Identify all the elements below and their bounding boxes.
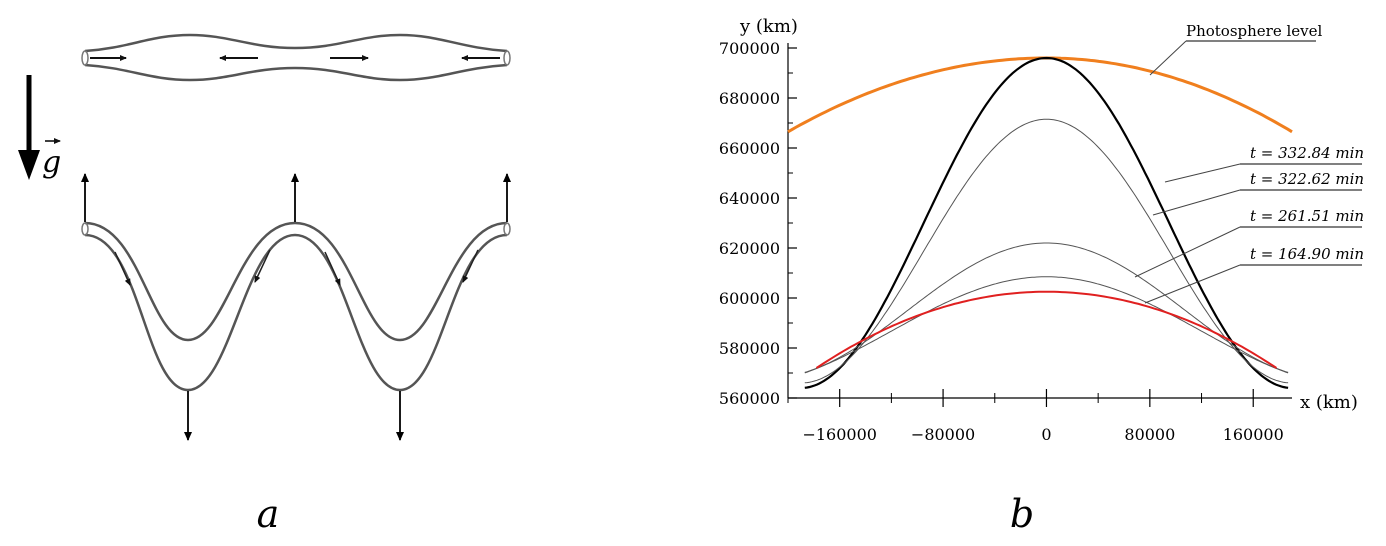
y-axis-title: y (km) <box>739 16 798 37</box>
x-tick-label: −80000 <box>911 425 975 444</box>
gravity-arrow: g <box>18 75 61 180</box>
y-tick-label: 600000 <box>719 289 780 308</box>
x-tick-label: 80000 <box>1124 425 1175 444</box>
gravity-symbol-text: g <box>42 145 61 180</box>
series-line-t-322-62-min <box>804 118 1289 384</box>
y-tick-label: 700000 <box>719 39 780 58</box>
plot-area: 560000 580000 600000 620000 640000 660000 6800… <box>719 39 1293 444</box>
series-line-t-261-51-min <box>804 242 1289 373</box>
panel-a: g a <box>18 33 511 536</box>
y-tick-label: 680000 <box>719 89 780 108</box>
y-tick-label: 560000 <box>719 389 780 408</box>
horizontal-flux-tube <box>81 33 511 82</box>
y-tick-label: 620000 <box>719 239 780 258</box>
series-line-initial <box>815 290 1278 369</box>
y-tick-label: 580000 <box>719 339 780 358</box>
y-tick-label: 660000 <box>719 139 780 158</box>
y-tick-label: 640000 <box>719 189 780 208</box>
x-tick-label: −160000 <box>802 425 876 444</box>
x-axis-title: x (km) <box>1300 392 1358 413</box>
series-line-t-164-90-min <box>804 276 1289 374</box>
series-line-t-332-84-min <box>804 56 1289 389</box>
panel-b: 560000 580000 600000 620000 640000 660000 6800… <box>719 16 1364 536</box>
photosphere-label: Photosphere level <box>1186 22 1323 40</box>
undular-flux-tube <box>81 173 511 441</box>
curve-label-2: t = 322.62 min <box>1250 170 1364 188</box>
series-line-photosphere-level <box>787 56 1293 134</box>
panel-b-label: b <box>1010 492 1034 536</box>
curve-label-3: t = 261.51 min <box>1250 207 1364 225</box>
x-tick-label: 160000 <box>1223 425 1284 444</box>
curve-label-4: t = 164.90 min <box>1250 245 1364 263</box>
panel-a-label: a <box>257 492 280 536</box>
curve-label-1: t = 332.84 min <box>1250 144 1364 162</box>
x-tick-label: 0 <box>1041 425 1051 444</box>
